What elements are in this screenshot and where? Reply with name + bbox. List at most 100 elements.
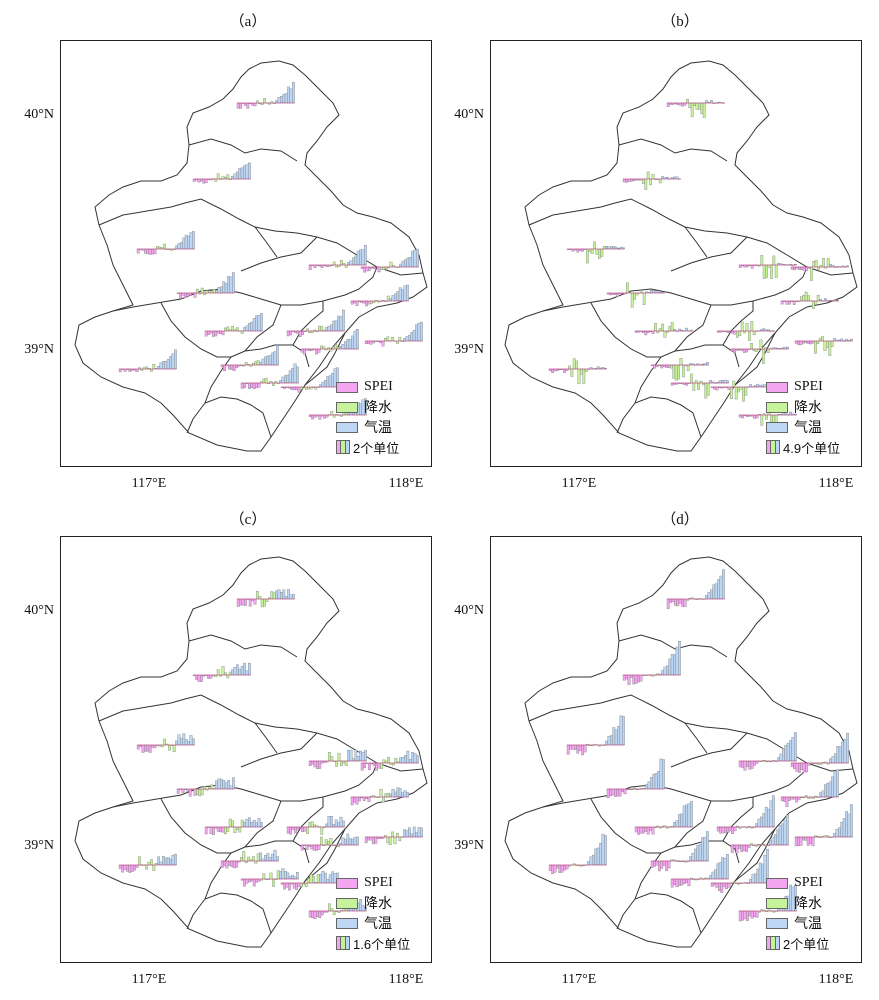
station-bar <box>703 837 707 862</box>
station-bar <box>365 300 368 307</box>
station-bar <box>240 666 244 676</box>
station-bar <box>384 793 388 798</box>
station-bar <box>118 368 122 373</box>
station-bar <box>846 732 849 764</box>
station-bar <box>760 255 764 266</box>
station-bar <box>168 744 171 751</box>
station-bar <box>632 674 636 685</box>
station-bar <box>189 232 193 250</box>
legend-scale-a: 2个单位 <box>336 437 399 457</box>
station-bar <box>399 263 402 268</box>
station-bar <box>826 783 830 798</box>
station-bar <box>764 806 768 828</box>
station-bar <box>377 266 381 273</box>
legend-c: SPEI 降水 气温 1.6个单位 <box>336 873 410 953</box>
station-bar <box>781 823 784 846</box>
xtick-117e-b: 117°E <box>561 476 597 491</box>
station-bar <box>365 266 369 272</box>
station-bar <box>244 598 247 606</box>
station-bar <box>156 246 159 250</box>
station-bar <box>417 827 421 838</box>
station-bar <box>285 882 289 888</box>
scale-bars-icon <box>336 936 350 950</box>
station-bar <box>239 598 242 606</box>
station-bar <box>296 826 300 831</box>
station-bar <box>811 340 815 344</box>
station-bar <box>179 292 182 299</box>
station-bar <box>307 877 310 884</box>
station-bar <box>250 321 254 332</box>
station-bar <box>674 364 678 381</box>
station-bar <box>681 598 684 607</box>
station-bar <box>619 715 623 746</box>
station-bar <box>695 102 699 110</box>
station-bar <box>746 910 749 921</box>
station-bar <box>289 826 292 835</box>
legend-a: SPEI 降水 气温 2个单位 <box>336 377 399 457</box>
station-bar <box>802 266 806 271</box>
station-bar <box>384 760 388 764</box>
station-bar <box>676 598 680 607</box>
station-bar <box>394 791 397 798</box>
station-bar <box>363 266 366 273</box>
station-bar <box>800 762 804 770</box>
station-bar <box>780 300 784 305</box>
station-bar <box>701 837 704 862</box>
station-bar <box>320 345 323 350</box>
station-bar <box>203 786 206 790</box>
station-bar <box>226 674 230 679</box>
station-bar <box>404 259 407 268</box>
station-bar <box>682 364 685 378</box>
station-bar <box>687 803 691 828</box>
station-bar <box>757 818 761 828</box>
station-bar <box>748 760 752 770</box>
station-bar <box>415 324 418 342</box>
station-bar <box>622 674 626 681</box>
station-bar <box>298 330 302 337</box>
station-bar <box>195 674 198 680</box>
station-bar <box>276 870 280 880</box>
station-bar <box>294 826 297 834</box>
station-bar <box>157 365 160 370</box>
station-bar <box>830 340 834 347</box>
station-bar <box>785 300 789 305</box>
station-bar <box>679 358 683 366</box>
station-bar <box>328 375 332 388</box>
station-bar <box>310 844 314 850</box>
station-bar <box>227 276 230 294</box>
station-bar <box>231 175 234 180</box>
station-bar <box>571 248 575 252</box>
station-bar <box>740 844 744 853</box>
station-bar <box>821 790 825 798</box>
station-bar <box>751 874 755 884</box>
station-bar <box>774 834 777 846</box>
station-bar <box>417 322 421 342</box>
station-bar <box>611 788 615 796</box>
station-bar <box>726 854 729 880</box>
station-bar <box>551 864 554 874</box>
station-bar <box>403 829 406 838</box>
station-bar <box>136 248 140 254</box>
station-bar <box>292 81 295 104</box>
station-bar <box>364 836 368 844</box>
station-bar <box>717 579 720 600</box>
station-bar <box>208 290 211 294</box>
station-bar <box>649 178 652 186</box>
station-bar <box>802 340 805 344</box>
station-bar <box>268 355 272 366</box>
station-bar <box>339 816 343 828</box>
station-bar <box>614 788 617 797</box>
station-bar <box>831 776 834 798</box>
station-bar <box>670 322 674 332</box>
station-bar <box>240 382 244 389</box>
station-bar <box>642 178 645 184</box>
legend-temp-a: 气温 <box>336 417 399 437</box>
station-bar <box>263 598 266 607</box>
station-bar <box>593 241 596 250</box>
station-bar <box>296 366 299 384</box>
station-bar <box>330 324 333 332</box>
station-bar <box>403 790 407 798</box>
station-bar <box>685 327 688 332</box>
station-bar <box>743 760 747 771</box>
station-bar <box>548 864 552 871</box>
